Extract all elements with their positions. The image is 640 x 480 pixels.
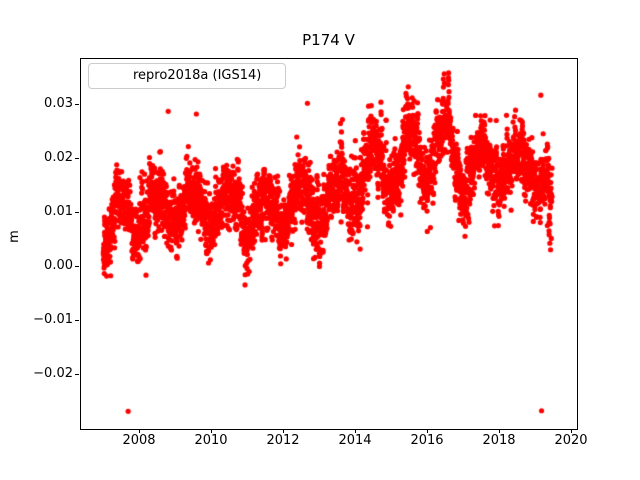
x-tick: [355, 429, 356, 433]
x-tick: [283, 429, 284, 433]
x-tick: [499, 429, 500, 433]
legend-label: repro2018a (IGS14): [133, 68, 262, 83]
y-tick: [75, 212, 79, 213]
x-tick-label: 2010: [194, 433, 228, 448]
x-tick-label: 2016: [410, 433, 444, 448]
y-tick-label: 0.01: [44, 204, 73, 219]
y-tick: [75, 266, 79, 267]
y-tick: [75, 374, 79, 375]
legend: repro2018a (IGS14): [88, 63, 286, 89]
legend-marker-icon: [106, 73, 112, 79]
x-tick: [571, 429, 572, 433]
x-tick-label: 2012: [266, 433, 300, 448]
y-tick: [75, 158, 79, 159]
chart-title: P174 V: [302, 31, 355, 49]
x-tick: [427, 429, 428, 433]
x-tick: [211, 429, 212, 433]
y-tick-label: 0.03: [44, 96, 73, 111]
x-tick-label: 2008: [122, 433, 156, 448]
x-tick-label: 2020: [554, 433, 588, 448]
y-tick-label: 0.00: [44, 258, 73, 273]
y-tick-label: 0.02: [44, 150, 73, 165]
y-tick-label: −0.02: [33, 366, 73, 381]
x-tick-label: 2014: [338, 433, 372, 448]
y-axis-label: m: [6, 230, 22, 243]
y-tick: [75, 320, 79, 321]
y-tick: [75, 104, 79, 105]
x-tick: [139, 429, 140, 433]
y-tick-label: −0.01: [33, 312, 73, 327]
x-tick-label: 2018: [482, 433, 516, 448]
